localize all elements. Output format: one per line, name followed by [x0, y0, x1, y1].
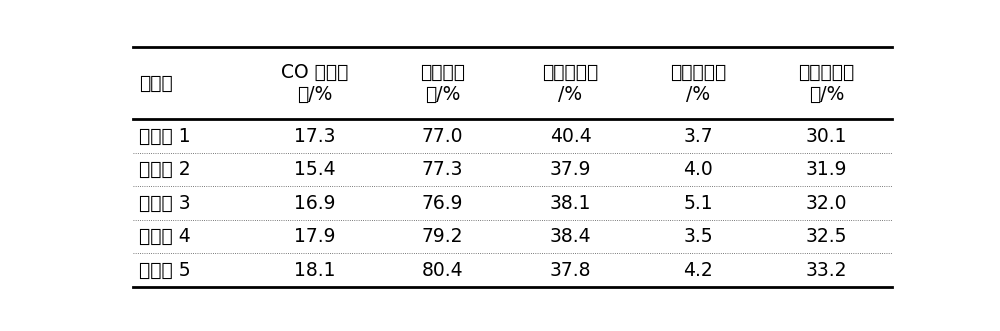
Text: 异丁醇选择
性/%: 异丁醇选择 性/%: [798, 63, 854, 104]
Text: 32.0: 32.0: [806, 194, 847, 213]
Text: 30.1: 30.1: [806, 126, 847, 146]
Text: 总醇选择
性/%: 总醇选择 性/%: [420, 63, 465, 104]
Text: 催化剂: 催化剂: [139, 74, 173, 93]
Text: 实施例 5: 实施例 5: [139, 261, 191, 280]
Text: 4.0: 4.0: [684, 160, 713, 179]
Text: 17.9: 17.9: [294, 227, 335, 246]
Text: 80.4: 80.4: [422, 261, 463, 280]
Text: 38.4: 38.4: [550, 227, 591, 246]
Text: 实施例 3: 实施例 3: [139, 194, 191, 213]
Text: 77.3: 77.3: [422, 160, 463, 179]
Text: 3.5: 3.5: [684, 227, 713, 246]
Text: 实施例 2: 实施例 2: [139, 160, 191, 179]
Text: 4.2: 4.2: [684, 261, 713, 280]
Text: 实施例 4: 实施例 4: [139, 227, 191, 246]
Text: 实施例 1: 实施例 1: [139, 126, 191, 146]
Text: 37.8: 37.8: [550, 261, 591, 280]
Text: CO 总转化
率/%: CO 总转化 率/%: [281, 63, 348, 104]
Text: 丙醇选择性
/%: 丙醇选择性 /%: [670, 63, 727, 104]
Text: 17.3: 17.3: [294, 126, 335, 146]
Text: 16.9: 16.9: [294, 194, 335, 213]
Text: 40.4: 40.4: [550, 126, 591, 146]
Text: 37.9: 37.9: [550, 160, 591, 179]
Text: 甲醇选择性
/%: 甲醇选择性 /%: [542, 63, 599, 104]
Text: 18.1: 18.1: [294, 261, 335, 280]
Text: 31.9: 31.9: [806, 160, 847, 179]
Text: 79.2: 79.2: [422, 227, 463, 246]
Text: 32.5: 32.5: [806, 227, 847, 246]
Text: 5.1: 5.1: [684, 194, 713, 213]
Text: 3.7: 3.7: [684, 126, 713, 146]
Text: 38.1: 38.1: [550, 194, 591, 213]
Text: 15.4: 15.4: [294, 160, 335, 179]
Text: 77.0: 77.0: [422, 126, 463, 146]
Text: 33.2: 33.2: [806, 261, 847, 280]
Text: 76.9: 76.9: [422, 194, 463, 213]
